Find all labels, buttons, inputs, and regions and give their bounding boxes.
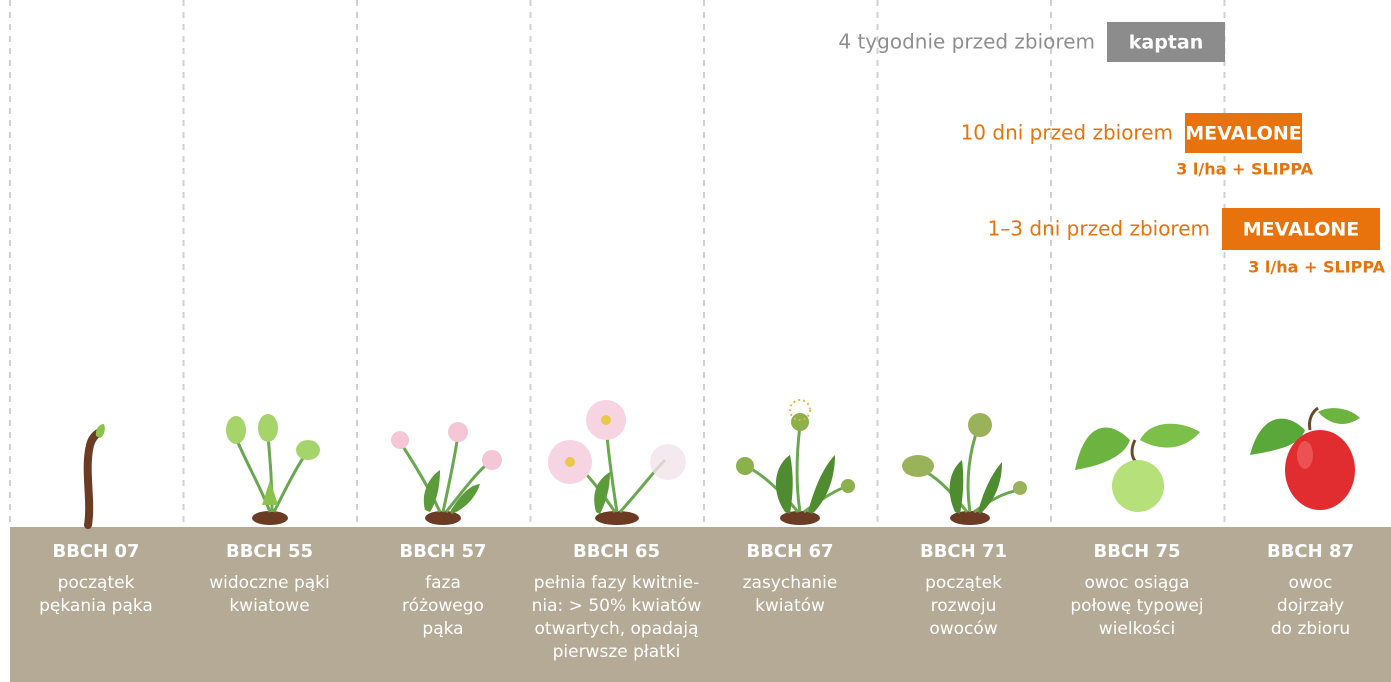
- stage-description: nia: > 50% kwiatów: [532, 596, 702, 616]
- treatment-dose: 3 l/ha + SLIPPA: [1176, 160, 1313, 179]
- plant-red-apple: [1250, 408, 1360, 510]
- stage-description: rozwoju: [931, 596, 997, 616]
- treatment-timing: 4 tygodnie przed zbiorem: [838, 30, 1095, 54]
- stage-description: do zbioru: [1271, 619, 1350, 639]
- stage-code: BBCH 07: [52, 541, 139, 562]
- treatment-timing: 1–3 dni przed zbiorem: [988, 217, 1210, 241]
- stage-code: BBCH 75: [1093, 541, 1180, 562]
- plant-withering: [736, 400, 855, 525]
- product-name: kaptan: [1129, 32, 1204, 54]
- stage-code: BBCH 57: [399, 541, 486, 562]
- product-name: MEVALONE: [1243, 219, 1359, 241]
- stage-description: pąka: [422, 619, 463, 639]
- stage-description: dojrzały: [1277, 596, 1344, 616]
- stage-description: pierwsze płatki: [553, 642, 681, 662]
- stage-description: kwiatowe: [229, 596, 309, 616]
- stage-code: BBCH 71: [920, 541, 1007, 562]
- stage-description: faza: [425, 573, 461, 593]
- stage-description: owoc: [1288, 573, 1332, 593]
- stage-description: połowę typowej: [1070, 596, 1203, 616]
- stage-description: początek: [58, 573, 135, 593]
- stage-description: owoc osiąga: [1084, 573, 1189, 593]
- stage-description: widoczne pąki: [209, 573, 330, 593]
- treatment-timing: 10 dni przed zbiorem: [961, 121, 1173, 145]
- product-name: MEVALONE: [1185, 123, 1301, 145]
- plant-green-apple: [1075, 424, 1200, 512]
- stage-description: początek: [925, 573, 1002, 593]
- stage-description: zasychanie: [743, 573, 838, 593]
- plant-twig: [88, 424, 105, 525]
- stage-code: BBCH 87: [1267, 541, 1354, 562]
- stage-code: BBCH 55: [226, 541, 313, 562]
- stage-description: różowego: [402, 596, 484, 616]
- stage-description: pękania pąka: [39, 596, 153, 616]
- stage-description: otwartych, opadają: [535, 619, 699, 639]
- stage-code: BBCH 65: [573, 541, 660, 562]
- stage-description: wielkości: [1099, 619, 1175, 639]
- plant-pink-buds: [391, 422, 502, 525]
- plant-illustrations: [88, 400, 1360, 525]
- stage-description: kwiatów: [755, 596, 825, 616]
- treatment-dose: 3 l/ha + SLIPPA: [1248, 258, 1385, 277]
- stage-description: pełnia fazy kwitnie-: [534, 573, 699, 593]
- plant-flowers: [548, 400, 686, 525]
- stage-code: BBCH 67: [746, 541, 833, 562]
- plant-green-buds: [226, 414, 320, 525]
- stage-description: owoców: [929, 619, 997, 639]
- infographic: BBCH 07 początek pękania pąka BBCH 55 widocz…: [0, 0, 1391, 682]
- plant-fruitlets: [902, 413, 1027, 525]
